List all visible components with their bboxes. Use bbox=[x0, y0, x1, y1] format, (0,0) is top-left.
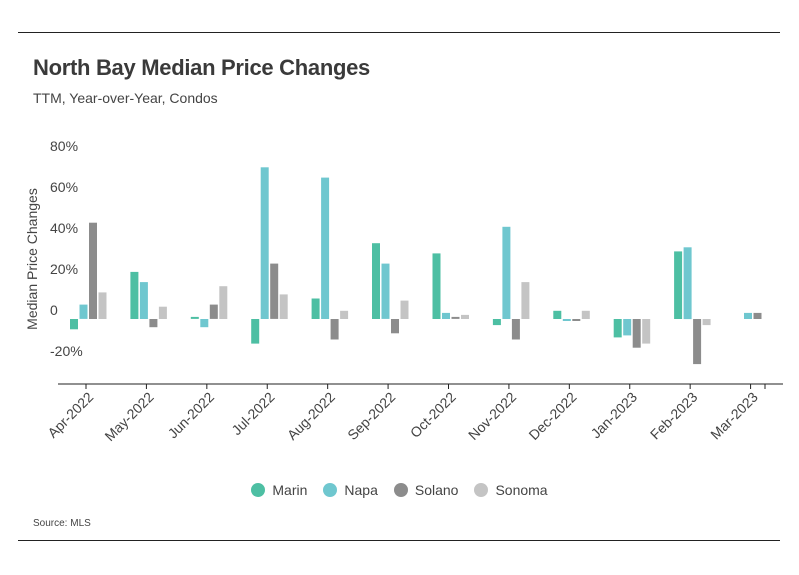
bar-solano-jul-2022 bbox=[270, 263, 279, 319]
y-tick-label: 80% bbox=[50, 138, 78, 154]
x-tick-label: Jun-2022 bbox=[165, 389, 218, 442]
bar-sonoma-sep-2022 bbox=[400, 300, 409, 319]
bar-solano-may-2022 bbox=[149, 319, 158, 328]
bar-marin-may-2022 bbox=[130, 271, 139, 319]
top-rule bbox=[18, 32, 780, 33]
bar-solano-aug-2022 bbox=[330, 319, 339, 340]
bar-marin-oct-2022 bbox=[432, 253, 441, 319]
bar-sonoma-jul-2022 bbox=[279, 294, 288, 319]
bar-sonoma-jan-2023 bbox=[642, 319, 651, 344]
legend-label-marin: Marin bbox=[272, 482, 308, 498]
bar-solano-mar-2023 bbox=[753, 312, 762, 319]
bar-napa-jun-2022 bbox=[200, 319, 209, 328]
y-tick-label: 60% bbox=[50, 179, 78, 195]
bar-marin-dec-2022 bbox=[553, 310, 562, 319]
legend-swatch-marin bbox=[251, 483, 266, 497]
bar-sonoma-feb-2023 bbox=[702, 319, 711, 326]
bar-marin-nov-2022 bbox=[492, 319, 501, 326]
bar-napa-jul-2022 bbox=[260, 167, 269, 319]
bar-napa-feb-2023 bbox=[683, 247, 692, 320]
bar-solano-jun-2022 bbox=[209, 304, 218, 319]
bar-marin-jan-2023 bbox=[613, 319, 622, 338]
x-tick-label: Oct-2022 bbox=[407, 389, 459, 441]
bar-solano-oct-2022 bbox=[451, 316, 460, 319]
bar-marin-apr-2022 bbox=[70, 319, 78, 330]
x-tick-label: Aug-2022 bbox=[284, 389, 338, 443]
bar-napa-jan-2023 bbox=[623, 319, 632, 336]
bar-marin-aug-2022 bbox=[311, 298, 320, 319]
y-tick-label: -20% bbox=[50, 343, 83, 359]
legend-item-solano: Solano bbox=[393, 482, 459, 498]
bar-solano-feb-2023 bbox=[693, 319, 702, 365]
x-tick-label: Nov-2022 bbox=[465, 389, 519, 443]
y-tick-label: 40% bbox=[50, 220, 78, 236]
legend-swatch-solano bbox=[393, 483, 408, 497]
legend-item-napa: Napa bbox=[323, 482, 378, 498]
bar-solano-dec-2022 bbox=[572, 319, 581, 321]
x-tick-label: May-2022 bbox=[101, 389, 156, 444]
legend-swatch-napa bbox=[323, 483, 338, 497]
y-axis-title: Median Price Changes bbox=[24, 188, 40, 330]
y-tick-label: 20% bbox=[50, 261, 78, 277]
x-tick-label: Mar-2023 bbox=[707, 389, 761, 443]
bar-napa-nov-2022 bbox=[502, 226, 511, 319]
x-tick-label: Apr-2022 bbox=[44, 389, 96, 441]
legend-item-sonoma: Sonoma bbox=[474, 482, 548, 498]
bar-sonoma-jun-2022 bbox=[219, 286, 228, 319]
bar-marin-jun-2022 bbox=[190, 316, 199, 319]
bar-solano-apr-2022 bbox=[89, 222, 97, 319]
bar-solano-sep-2022 bbox=[391, 319, 399, 334]
bar-sonoma-oct-2022 bbox=[461, 314, 469, 319]
bar-napa-oct-2022 bbox=[442, 312, 450, 319]
legend-label-solano: Solano bbox=[414, 482, 459, 498]
bar-marin-jul-2022 bbox=[251, 319, 260, 344]
bar-marin-feb-2023 bbox=[674, 251, 683, 319]
bar-napa-sep-2022 bbox=[381, 263, 390, 319]
chart-legend: Marin Napa Solano Sonoma bbox=[0, 482, 799, 498]
bar-sonoma-may-2022 bbox=[158, 306, 167, 319]
bar-napa-mar-2023 bbox=[744, 312, 752, 319]
bar-solano-nov-2022 bbox=[511, 319, 520, 340]
bar-sonoma-apr-2022 bbox=[98, 292, 107, 319]
legend-label-sonoma: Sonoma bbox=[495, 482, 548, 498]
bar-marin-sep-2022 bbox=[372, 243, 380, 319]
x-tick-label: Sep-2022 bbox=[344, 389, 398, 443]
bottom-rule bbox=[18, 540, 780, 541]
x-tick-label: Jul-2022 bbox=[228, 389, 277, 438]
legend-label-napa: Napa bbox=[344, 482, 378, 498]
x-tick-label: Dec-2022 bbox=[525, 389, 579, 443]
bar-napa-may-2022 bbox=[139, 282, 148, 319]
source-note: Source: MLS bbox=[33, 518, 91, 529]
x-tick-label: Jan-2023 bbox=[588, 389, 641, 442]
x-tick-label: Feb-2023 bbox=[647, 389, 701, 443]
bar-sonoma-aug-2022 bbox=[340, 310, 349, 319]
bar-sonoma-nov-2022 bbox=[521, 282, 530, 319]
legend-item-marin: Marin bbox=[251, 482, 307, 498]
bar-napa-apr-2022 bbox=[79, 304, 88, 319]
bar-napa-aug-2022 bbox=[321, 177, 330, 319]
chart-title: North Bay Median Price Changes bbox=[33, 55, 370, 80]
y-tick-label: 0 bbox=[50, 302, 58, 318]
chart-subtitle: TTM, Year-over-Year, Condos bbox=[33, 90, 218, 106]
bar-solano-jan-2023 bbox=[632, 319, 641, 348]
legend-swatch-sonoma bbox=[474, 483, 489, 497]
bar-napa-dec-2022 bbox=[562, 319, 571, 321]
bar-sonoma-dec-2022 bbox=[581, 310, 590, 319]
